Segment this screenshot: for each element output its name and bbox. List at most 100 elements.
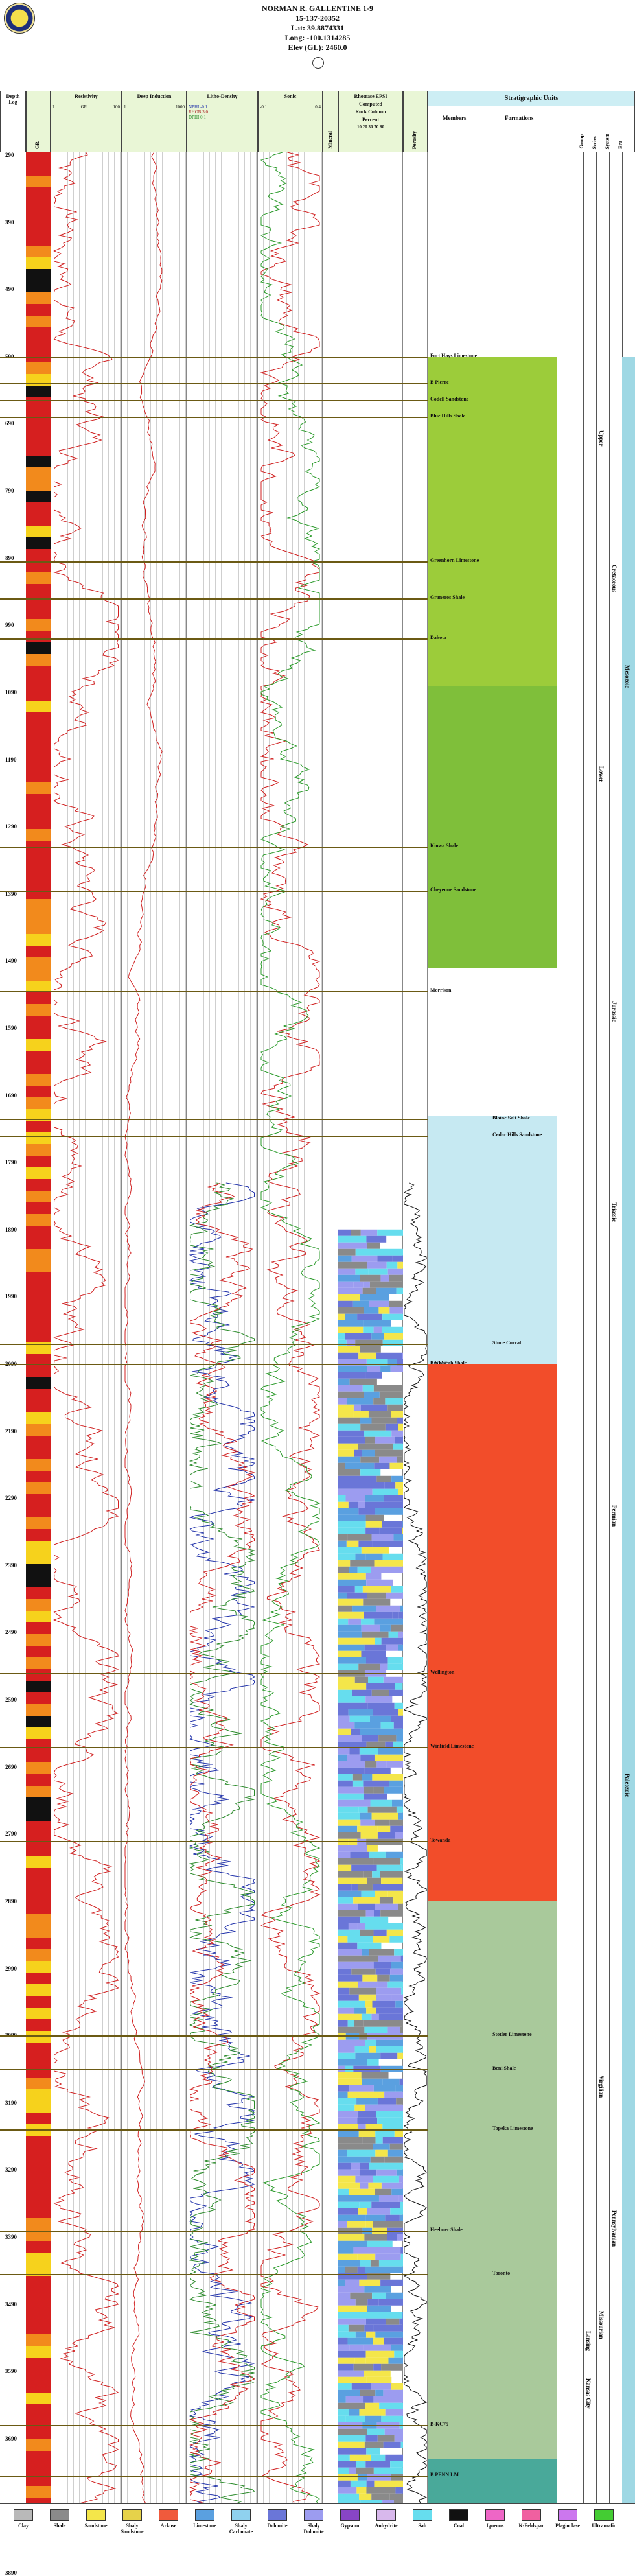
lithology-cell — [378, 2195, 399, 2202]
lithology-cell — [338, 2493, 360, 2500]
formation-boundary — [0, 890, 428, 892]
lithology-cell — [381, 1877, 403, 1884]
latitude: Lat: 39.8874331 — [291, 23, 344, 32]
formation-label: Ninnescah Shale — [430, 1360, 467, 1366]
lithology-cell — [361, 1650, 386, 1657]
lithology-cell — [402, 2402, 403, 2409]
gamma-fill-patch — [26, 806, 51, 817]
lithology-cell — [379, 1456, 397, 1463]
lithology-cell — [348, 1923, 358, 1930]
lithology-cell — [399, 2078, 403, 2085]
lithology-cell — [338, 2448, 367, 2455]
lithology-cell — [395, 1482, 403, 1489]
density-header: Litho-Density NPHI -0.1 RHOB 3.0 DPHI 0.1 — [187, 91, 258, 152]
lithology-cell — [338, 1754, 347, 1761]
lithology-cell — [367, 1365, 381, 1372]
lithology-cell — [361, 2013, 372, 2020]
lithology-cell — [358, 1981, 378, 1988]
lithology-cell — [401, 1864, 403, 1871]
lithology-cell — [380, 1365, 391, 1372]
lithology-cell — [338, 1598, 364, 1606]
formation-label: B-KC75 — [430, 2421, 448, 2428]
lithology-cell — [338, 1676, 355, 1683]
lithology-cell — [338, 2013, 362, 2020]
gamma-fill-patch — [26, 1086, 51, 1097]
gamma-fill-patch — [26, 1389, 51, 1401]
gamma-fill-patch — [26, 1681, 51, 1692]
gamma-fill-patch — [26, 2078, 51, 2089]
lithology-cell — [338, 2162, 351, 2170]
lithology-cell — [347, 2091, 371, 2098]
formation-label: Fort Hays Limestone — [430, 352, 477, 358]
lithology-cell — [373, 2337, 384, 2345]
lithology-cell — [367, 1261, 387, 1269]
gamma-fill-patch — [26, 1692, 51, 1704]
lithology-cell — [351, 2111, 358, 2118]
lithology-cell — [367, 2208, 391, 2215]
gamma-fill-patch — [26, 187, 51, 199]
lithology-cell — [351, 1884, 358, 1891]
lithology-cell — [358, 1806, 368, 1813]
formation-boundary — [0, 1840, 428, 1842]
lithology-cell — [373, 1858, 400, 1865]
legend-swatch — [304, 2509, 323, 2521]
lithology-cell — [392, 1611, 399, 1619]
lithology-cell — [347, 2337, 373, 2345]
lithology-cell — [375, 1637, 382, 1645]
depth-label: 3690 — [5, 2435, 17, 2442]
lithology-cell — [347, 1534, 372, 1541]
gamma-fill-patch — [26, 362, 51, 374]
lithology-cell — [402, 1521, 403, 1528]
lithology-cell — [349, 1987, 376, 1995]
lithology-cell — [360, 1832, 378, 1839]
lithology-cell — [338, 1871, 364, 1878]
gamma-fill-patch — [26, 1109, 51, 1121]
lithology-cell — [356, 2487, 367, 2494]
lithology-cell — [352, 1774, 362, 1781]
lithology-cell — [338, 1631, 362, 1638]
lithology-cell — [365, 2318, 386, 2325]
gamma-fill-patch — [26, 1891, 51, 1903]
depth-label: 2590 — [5, 1696, 17, 1704]
lithology-cell — [371, 2454, 386, 2461]
strat-band — [428, 356, 557, 686]
lithology-cell — [349, 1566, 358, 1573]
lithology-cell — [338, 2487, 357, 2494]
formation-boundary — [0, 1135, 428, 1137]
lithology-cell — [373, 1326, 382, 1333]
lithology-cell — [368, 2182, 382, 2189]
lithology-cell — [345, 2065, 354, 2072]
lithology-cell — [338, 1469, 361, 1476]
legend-swatch — [14, 2509, 33, 2521]
gamma-fill-patch — [26, 1529, 51, 1541]
lithology-cell — [338, 1514, 366, 1521]
gamma-fill-patch — [26, 1366, 51, 1377]
legend-label: Igneous — [486, 2523, 504, 2529]
gamma-fill-patch — [26, 1762, 51, 1774]
lithology-cell — [338, 1903, 358, 1910]
gamma-fill-patch — [26, 1424, 51, 1436]
gamma-fill-patch — [26, 444, 51, 456]
lithology-cell — [400, 1955, 403, 1962]
lithology-cell — [365, 2415, 382, 2422]
lithology-cell — [373, 2396, 403, 2403]
legend-item: Gypsum — [333, 2509, 367, 2529]
lithology-cell — [338, 1274, 360, 1282]
lithology-cell — [388, 2357, 403, 2364]
gamma-fill-patch — [26, 421, 51, 432]
lithology-cell — [391, 1715, 403, 1722]
lithology-cell — [362, 1385, 374, 1392]
gamma-fill-patch — [26, 1494, 51, 1506]
lithology-cell — [338, 1398, 347, 1405]
gamma-fill-patch — [26, 876, 51, 887]
lithology-cell — [373, 1910, 381, 1917]
lithology-cell — [338, 2474, 358, 2481]
lithology-cell — [338, 2286, 365, 2293]
lithology-cell — [384, 2428, 395, 2435]
lithology-cell — [351, 2350, 366, 2358]
lithology-cell — [338, 1482, 358, 1489]
depth-label: 1390 — [5, 890, 17, 897]
legend-swatch — [122, 2509, 142, 2521]
gamma-fill-patch — [26, 1156, 51, 1167]
lithology-cell — [338, 1255, 352, 1262]
